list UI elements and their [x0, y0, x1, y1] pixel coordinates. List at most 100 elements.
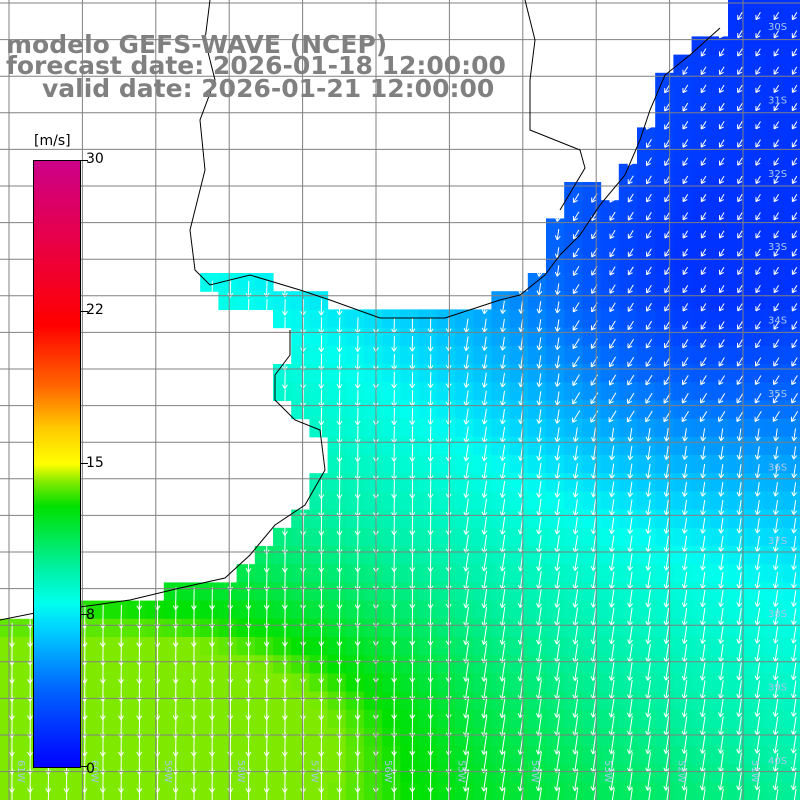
wind-cell	[509, 655, 529, 674]
wind-cell	[382, 709, 401, 729]
wind-cell	[709, 109, 729, 128]
wind-cell	[418, 509, 438, 529]
wind-arrow	[736, 518, 743, 534]
wind-arrow	[700, 303, 707, 312]
wind-cell	[127, 655, 147, 674]
wind-arrow	[608, 734, 615, 755]
wind-arrow	[354, 407, 361, 426]
wind-cell	[491, 345, 511, 365]
wind-arrow	[645, 120, 652, 130]
wind-arrow	[481, 516, 488, 535]
wind-arrow	[736, 482, 743, 497]
wind-cell	[728, 546, 747, 565]
wind-cell	[236, 655, 256, 674]
wind-cell	[291, 655, 310, 674]
wind-cell	[327, 764, 347, 784]
wind-cell	[691, 455, 711, 474]
wind-cell	[782, 127, 800, 147]
wind-arrow	[791, 84, 798, 93]
wind-arrow	[211, 786, 213, 800]
wind-cell	[746, 491, 765, 511]
colorbar-tick	[80, 160, 88, 161]
wind-arrow	[737, 121, 743, 130]
wind-arrow	[772, 590, 779, 607]
wind-cell	[509, 473, 529, 492]
wind-cell	[509, 509, 529, 529]
wind-arrow	[499, 769, 506, 792]
wind-cell	[18, 746, 37, 765]
wind-cell	[527, 418, 547, 438]
wind-cell	[691, 673, 711, 693]
wind-arrow	[718, 339, 725, 349]
wind-arrow	[336, 443, 343, 462]
wind-arrow	[646, 284, 652, 294]
wind-cell	[200, 764, 219, 784]
wind-cell	[400, 546, 420, 565]
wind-cell	[218, 764, 238, 784]
wind-cell	[364, 582, 383, 602]
wind-arrow	[790, 770, 797, 791]
wind-cell	[364, 527, 383, 547]
wind-cell	[254, 673, 274, 693]
wind-cell	[709, 145, 729, 165]
wind-cell	[400, 600, 420, 620]
wind-arrow	[700, 481, 706, 497]
wind-cell	[637, 182, 656, 201]
wind-cell	[364, 564, 383, 583]
wind-cell	[618, 709, 638, 729]
wind-cell	[582, 746, 602, 765]
wind-cell	[728, 54, 747, 74]
wind-cell	[345, 691, 365, 711]
wind-cell	[691, 527, 711, 547]
wind-arrow	[536, 337, 543, 351]
wind-arrow	[245, 298, 252, 316]
wind-cell	[509, 764, 529, 784]
wind-arrow	[484, 787, 488, 800]
wind-arrow	[409, 516, 416, 536]
wind-cell	[455, 782, 474, 800]
wind-cell	[418, 418, 438, 438]
wind-cell	[327, 582, 347, 602]
wind-arrow	[609, 517, 615, 535]
wind-cell	[236, 691, 256, 711]
wind-arrow	[627, 445, 634, 461]
wind-arrow	[627, 193, 634, 203]
wind-cell	[782, 491, 800, 511]
wind-arrow	[572, 338, 580, 350]
wind-cell	[637, 637, 656, 656]
wind-cell	[509, 600, 529, 620]
wind-cell	[509, 728, 529, 747]
wind-cell	[345, 491, 365, 511]
wind-arrow	[536, 661, 542, 682]
wind-cell	[473, 364, 492, 383]
wind-cell	[436, 564, 456, 583]
wind-arrow	[682, 121, 689, 130]
wind-cell	[109, 782, 128, 800]
wind-cell	[764, 709, 784, 729]
wind-cell	[728, 673, 747, 693]
wind-cell	[254, 637, 274, 656]
wind-cell	[491, 291, 511, 310]
wind-cell	[127, 782, 147, 800]
wind-arrow	[645, 338, 653, 349]
wind-arrow	[718, 734, 724, 754]
wind-cell	[764, 691, 784, 711]
wind-arrow	[536, 319, 543, 332]
wind-cell	[127, 764, 147, 784]
wind-cell	[600, 273, 620, 292]
wind-cell	[618, 527, 638, 547]
wind-cell	[400, 345, 420, 365]
wind-cell	[509, 673, 529, 693]
wind-arrow	[29, 786, 31, 800]
wind-arrow	[682, 266, 689, 275]
wind-cell	[491, 527, 511, 547]
valid-date: valid date: 2026-01-21 12:00:00	[42, 74, 495, 103]
wind-cell	[455, 491, 474, 511]
wind-cell	[637, 709, 656, 729]
wind-cell	[637, 436, 656, 456]
wind-cell	[309, 418, 329, 438]
wind-arrow	[336, 425, 343, 444]
colorbar	[33, 160, 81, 768]
wind-cell	[436, 364, 456, 383]
